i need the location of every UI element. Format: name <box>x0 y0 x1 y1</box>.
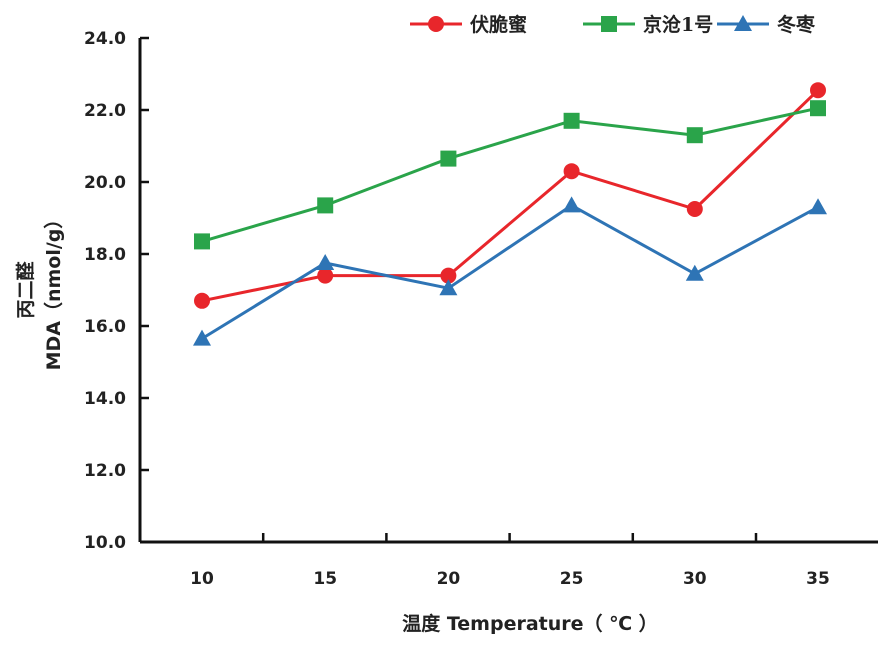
legend: 伏脆蜜 京沧1号 冬枣 <box>410 13 816 36</box>
x-tick-label: 10 <box>190 569 214 589</box>
y-tick-label: 18.0 <box>84 245 126 265</box>
data-point <box>563 112 580 129</box>
data-point <box>193 329 211 346</box>
data-point <box>563 163 580 180</box>
data-point <box>810 82 826 99</box>
y-tick-label: 22.0 <box>84 101 126 121</box>
legend-label: 冬枣 <box>777 13 816 36</box>
y-axis-title: 丙二醛 MDA（nmol/g） <box>14 210 65 371</box>
data-point <box>440 267 457 284</box>
data-point <box>317 267 334 284</box>
legend-item: 冬枣 <box>717 13 816 36</box>
y-tick-label: 16.0 <box>84 317 126 337</box>
y-tick-label: 14.0 <box>84 389 126 409</box>
data-point <box>686 201 703 217</box>
series-line <box>201 203 819 340</box>
data-point <box>686 127 703 144</box>
series-line <box>201 89 820 303</box>
y-axis-title-line1: 丙二醛 <box>14 261 37 319</box>
y-ticks: 10.0 12.0 14.0 16.0 18.0 20.0 22.0 24.0 <box>84 29 149 553</box>
legend-item: 伏脆蜜 <box>410 13 527 36</box>
data-point <box>809 198 827 215</box>
data-point <box>316 254 335 270</box>
x-axis-title: 温度 Temperature（ ℃ ） <box>402 612 658 635</box>
x-tick-label: 20 <box>437 569 461 589</box>
y-tick-label: 10.0 <box>84 533 126 553</box>
legend-label: 京沧1号 <box>643 13 713 36</box>
x-tick-label: 35 <box>806 569 830 589</box>
data-point <box>317 197 334 214</box>
data-point <box>685 264 704 281</box>
data-point <box>439 279 458 296</box>
legend-marker <box>734 15 752 31</box>
data-point <box>440 150 457 167</box>
legend-marker <box>428 16 444 32</box>
series-2 <box>194 100 826 250</box>
x-tick-label: 25 <box>560 569 584 589</box>
x-tick-label: 30 <box>683 569 707 589</box>
x-ticks: 10 15 20 25 30 35 <box>138 533 830 589</box>
legend-item: 京沧1号 <box>583 13 713 36</box>
data-point <box>810 100 826 117</box>
y-tick-label: 20.0 <box>84 173 126 193</box>
data-point <box>194 233 210 250</box>
legend-marker <box>601 16 617 32</box>
y-tick-label: 12.0 <box>84 461 126 481</box>
series-3 <box>193 196 827 346</box>
y-axis-title-line2: MDA（nmol/g） <box>42 210 65 371</box>
data-point <box>562 196 581 213</box>
series-1 <box>194 82 826 309</box>
series-layer <box>193 82 827 346</box>
data-point <box>194 292 210 309</box>
series-line <box>201 106 819 243</box>
x-tick-label: 15 <box>313 569 337 589</box>
legend-label: 伏脆蜜 <box>470 13 527 36</box>
y-tick-label: 24.0 <box>84 29 126 49</box>
